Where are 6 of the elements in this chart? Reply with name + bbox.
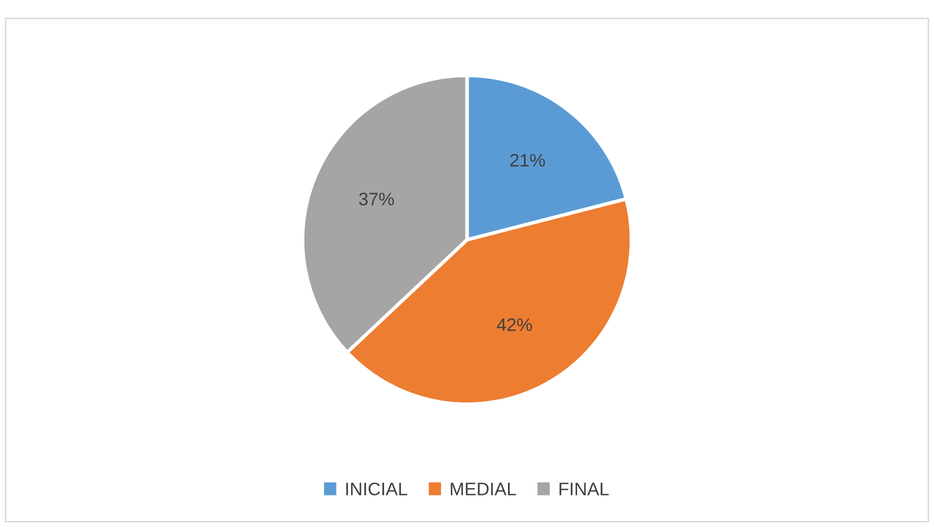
data-label: 37% <box>359 192 394 206</box>
data-label: 42% <box>496 318 532 332</box>
data-label: 21% <box>510 154 545 167</box>
legend-label: FINAL <box>560 482 609 496</box>
legend-label: MEDIAL <box>450 482 516 496</box>
legend-label: INICIAL <box>346 482 408 496</box>
